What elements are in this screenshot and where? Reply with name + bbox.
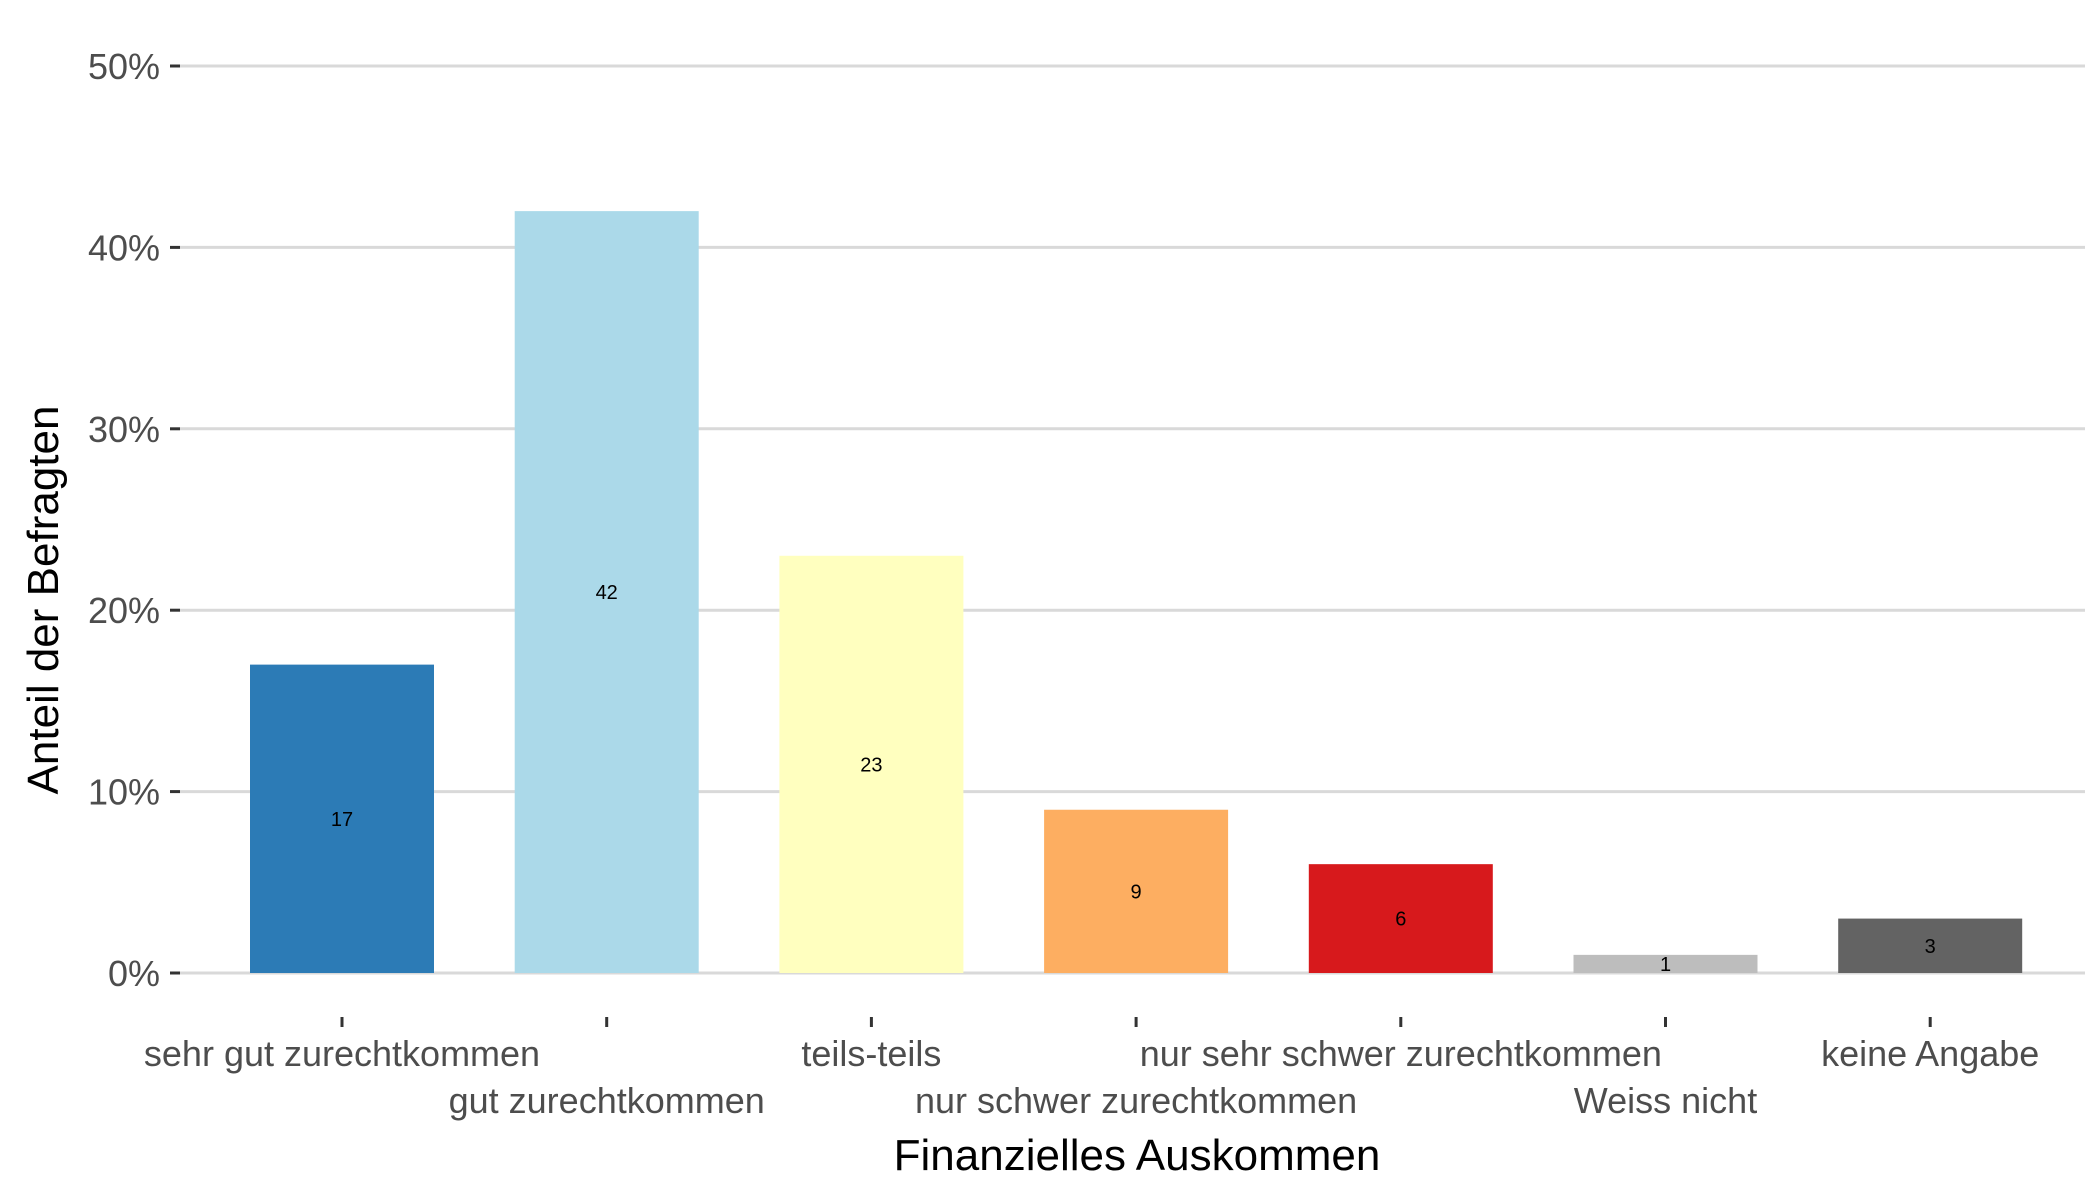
y-tick-label: 0% (108, 953, 160, 994)
bar (779, 555, 964, 973)
bar (514, 211, 699, 973)
data-label: 42 (596, 582, 618, 604)
x-axis: sehr gut zurechtkommen gut zurechtkommen t… (144, 1017, 2039, 1121)
bar (1044, 809, 1229, 973)
bar (250, 664, 434, 973)
x-tick-label: keine Angabe (1821, 1033, 2039, 1074)
data-label: 17 (331, 809, 353, 831)
bar (1838, 918, 2023, 973)
bars (250, 211, 2023, 973)
y-tick-label: 20% (88, 590, 160, 631)
data-label: 6 (1395, 909, 1406, 931)
data-label: 3 (1925, 936, 1936, 958)
gridlines (180, 64, 2085, 975)
bar (1308, 864, 1493, 973)
x-tick-label: teils-teils (801, 1033, 941, 1074)
data-label: 9 (1131, 881, 1142, 903)
x-tick-label: nur sehr schwer zurechtkommen (1140, 1033, 1662, 1074)
y-tick-label: 40% (88, 227, 160, 268)
y-tick-label: 50% (88, 46, 160, 87)
data-label: 23 (860, 754, 882, 776)
x-axis-title: Finanzielles Auskommen (894, 1131, 1381, 1180)
data-labels: 17 42 23 9 6 1 3 (331, 582, 1936, 976)
x-tick-label: Weiss nicht (1574, 1080, 1757, 1121)
x-tick-label: gut zurechtkommen (449, 1080, 765, 1121)
y-tick-label: 30% (88, 409, 160, 450)
bar (1573, 954, 1758, 973)
y-axis: 0% 10% 20% 30% 40% 50% (88, 46, 180, 994)
x-tick-label: nur schwer zurechtkommen (915, 1080, 1357, 1121)
x-tick-label: sehr gut zurechtkommen (144, 1033, 540, 1074)
y-tick-label: 10% (88, 772, 160, 813)
y-axis-title: Anteil der Befragten (19, 406, 68, 795)
data-label: 1 (1660, 954, 1671, 976)
